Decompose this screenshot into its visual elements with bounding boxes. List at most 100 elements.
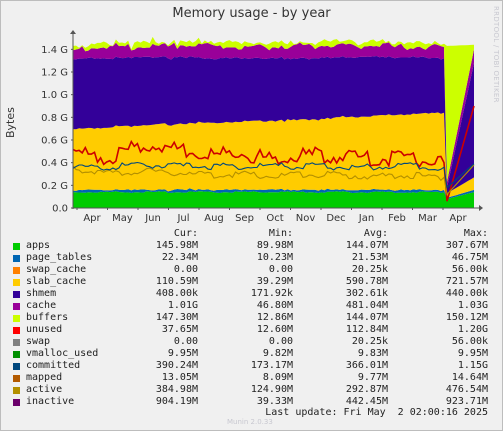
area-page_tables [73, 188, 474, 199]
legend-min: 124.90M [250, 384, 293, 395]
legend-row-swap: swap 0.00 0.00 20.25k 56.00k [0, 336, 503, 348]
legend-swatch [13, 303, 20, 310]
legend-row-apps: apps 145.98M 89.98M 144.07M 307.67M [0, 240, 503, 252]
legend-table: Cur: Min: Avg: Max: apps 145.98M 89.98M 144… [0, 228, 503, 408]
legend-row-buffers: buffers 147.30M 12.86M 144.07M 150.12M [0, 312, 503, 324]
legend-avg: 9.83M [357, 348, 388, 359]
legend-max: 476.54M [445, 384, 488, 395]
legend-row-inactive: inactive 904.19M 39.33M 442.45M 923.71M [0, 396, 503, 408]
line-active [72, 164, 475, 196]
y-tick-label: 0.6 G [41, 136, 68, 147]
legend-min: 39.29M [256, 276, 293, 287]
legend-name: swap_cache [26, 264, 87, 275]
legend-max: 1.20G [457, 324, 488, 335]
legend-avg: 21.53M [351, 252, 388, 263]
legend-min: 171.92k [250, 288, 293, 299]
legend-cur: 0.00 [173, 264, 198, 275]
legend-row-page-tables: page_tables 22.34M 10.23M 21.53M 46.75M [0, 252, 503, 264]
col-cur-header: Cur: [173, 228, 198, 239]
legend-avg: 590.78M [345, 276, 388, 287]
legend-max: 56.00k [451, 336, 488, 347]
axes: 0.0 0.2 G 0.4 G 0.6 G 0.8 G 1.0 G 1.2 G 1.4 G Ap… [41, 30, 483, 224]
legend-cur: 37.65M [161, 324, 198, 335]
legend-min: 10.23M [256, 252, 293, 263]
legend-cur: 408.00k [155, 288, 198, 299]
legend-name: buffers [26, 312, 69, 323]
legend-name: inactive [26, 396, 75, 407]
y-tick-label: 0.0 [52, 204, 68, 215]
legend-avg: 144.07M [345, 312, 388, 323]
line-inactive [72, 105, 475, 202]
legend-cur: 384.98M [155, 384, 198, 395]
legend-swatch [13, 363, 20, 370]
y-tick-label: 0.4 G [41, 158, 68, 169]
area-slab_cache [73, 112, 474, 198]
area-cache [73, 56, 474, 194]
y-tick-label: 0.8 G [41, 113, 68, 124]
legend-swatch [13, 291, 20, 298]
legend-avg: 442.45M [345, 396, 388, 407]
col-min-header: Min: [268, 228, 293, 239]
legend-avg: 112.84M [345, 324, 388, 335]
line-series [72, 105, 475, 202]
x-tick-label: Apr [449, 213, 467, 224]
legend-max: 440.00k [445, 288, 488, 299]
legend-row-unused: unused 37.65M 12.60M 112.84M 1.20G [0, 324, 503, 336]
legend-avg: 20.25k [351, 336, 388, 347]
legend-row-active: active 384.98M 124.90M 292.87M 476.54M [0, 384, 503, 396]
last-update: Last update: Fri May 2 02:00:16 2025 [265, 407, 488, 418]
area-apps [73, 191, 474, 208]
legend-min: 39.33M [256, 396, 293, 407]
legend-name: unused [26, 324, 63, 335]
legend-cur: 145.98M [155, 240, 198, 251]
x-tick-label: Sep [235, 213, 254, 224]
legend-min: 9.82M [262, 348, 293, 359]
legend-swatch [13, 255, 20, 262]
line-committed [72, 161, 475, 189]
legend-swatch [13, 375, 20, 382]
legend-name: swap [26, 336, 51, 347]
munin-credit: Munin 2.0.33 [227, 418, 273, 426]
legend-max: 923.71M [445, 396, 488, 407]
legend-name: apps [26, 240, 51, 251]
col-max-header: Max: [463, 228, 488, 239]
legend-avg: 366.01M [345, 360, 388, 371]
legend-name: shmem [26, 288, 57, 299]
legend-min: 0.00 [268, 264, 293, 275]
legend-avg: 144.07M [345, 240, 388, 251]
legend-min: 89.98M [256, 240, 293, 251]
legend-row-mapped: mapped 13.05M 8.09M 9.77M 14.64M [0, 372, 503, 384]
stacked-areas [73, 36, 474, 208]
legend-swatch [13, 279, 20, 286]
legend-max: 9.95M [457, 348, 488, 359]
y-tick-label: 1.0 G [41, 90, 68, 101]
legend-max: 721.57M [445, 276, 488, 287]
legend-swatch [13, 243, 20, 250]
legend-max: 1.15G [457, 360, 488, 371]
legend-min: 0.00 [268, 336, 293, 347]
legend-name: mapped [26, 372, 63, 383]
x-tick-label: Nov [296, 213, 316, 224]
legend-swatch [13, 315, 20, 322]
x-tick-label: May [112, 213, 133, 224]
legend-row-shmem: shmem 408.00k 171.92k 302.61k 440.00k [0, 288, 503, 300]
legend-max: 307.67M [445, 240, 488, 251]
x-tick-label: Mar [418, 213, 438, 224]
legend-cur: 904.19M [155, 396, 198, 407]
legend-min: 46.80M [256, 300, 293, 311]
legend-name: vmalloc_used [26, 348, 99, 359]
legend-min: 8.09M [262, 372, 293, 383]
x-tick-label: Aug [204, 213, 224, 224]
legend-cur: 9.95M [167, 348, 198, 359]
legend-cur: 110.59M [155, 276, 198, 287]
x-tick-label: Feb [388, 213, 406, 224]
legend-swatch [13, 387, 20, 394]
legend-avg: 9.77M [357, 372, 388, 383]
y-tick-label: 1.4 G [41, 45, 68, 56]
legend-row-slab-cache: slab_cache 110.59M 39.29M 590.78M 721.57M [0, 276, 503, 288]
legend-min: 12.60M [256, 324, 293, 335]
x-tick-label: Dec [326, 213, 345, 224]
x-axis-arrow [479, 205, 483, 211]
legend-swatch [13, 399, 20, 406]
